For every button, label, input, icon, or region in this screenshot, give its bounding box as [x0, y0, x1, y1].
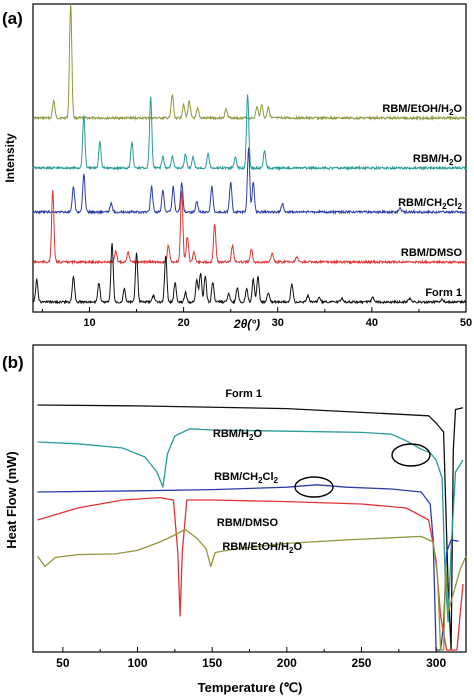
- dsc-curves: [36, 404, 467, 651]
- dsc-x-tick-label: 100: [128, 656, 148, 670]
- dsc-curve-3: [37, 496, 464, 651]
- xrd-curve-4: [32, 242, 467, 305]
- xrd-curve-2: [32, 147, 467, 215]
- xrd-curve-1: [32, 94, 467, 172]
- dsc-panel: (b) Form 1 RBM/H2O RBM/CH2Cl2 RBM/DMSO RBM/E…: [2, 344, 467, 695]
- xrd-series-label: RBM/CH2Cl2: [398, 197, 462, 211]
- annotation-ellipse-ch2cl2: [294, 476, 334, 498]
- dsc-x-tick-label: 50: [56, 656, 70, 670]
- xrd-series-label: Form 1: [425, 287, 462, 299]
- dsc-x-tick-label: 300: [426, 656, 446, 670]
- xrd-curve-3: [32, 189, 467, 265]
- dsc-series-labels: Form 1 RBM/H2O RBM/CH2Cl2 RBM/DMSO RBM/EtOH/…: [213, 388, 303, 555]
- dsc-x-tick-label: 200: [277, 656, 297, 670]
- dsc-curve-1: [37, 428, 464, 623]
- xrd-x-tick-label: 30: [272, 317, 284, 329]
- dsc-x-ticks: 50 100 150 200 250 300: [56, 647, 446, 670]
- dsc-curve-0: [37, 404, 464, 651]
- annotation-ellipse-h2o: [391, 443, 431, 467]
- panel-a-label: (a): [2, 9, 23, 28]
- dsc-x-axis-label: Temperature (℃): [198, 680, 303, 695]
- xrd-x-tick-label: 50: [460, 317, 472, 329]
- dsc-series-label: RBM/EtOH/H2O: [222, 541, 302, 555]
- xrd-y-axis-label: Intensity: [3, 133, 17, 183]
- dsc-series-label: RBM/DMSO: [217, 517, 279, 529]
- panel-b-label: (b): [2, 353, 24, 372]
- xrd-series-label: RBM/EtOH/H2O: [382, 103, 462, 117]
- xrd-panel: (a) RBM/EtOH/H2O RBM/H2O RBM/CH2Cl2 RBM/DMS…: [2, 3, 472, 331]
- xrd-series-label: RBM/H2O: [413, 153, 463, 167]
- xrd-curves: [32, 3, 467, 305]
- dsc-curve-2: [37, 484, 459, 651]
- xrd-x-tick-label: 10: [83, 317, 95, 329]
- dsc-series-label: RBM/CH2Cl2: [214, 471, 278, 485]
- xrd-x-ticks: 10 20 30 40 50: [41, 307, 472, 329]
- xrd-curve-0: [33, 3, 467, 122]
- xrd-plot-frame: [32, 3, 467, 313]
- xrd-series-label: RBM/DMSO: [401, 247, 463, 259]
- xrd-series-labels: RBM/EtOH/H2O RBM/H2O RBM/CH2Cl2 RBM/DMSO For…: [382, 103, 462, 299]
- dsc-curve-4: [36, 528, 467, 651]
- dsc-series-label: Form 1: [225, 388, 262, 400]
- xrd-x-axis-label: 2θ(°): [233, 317, 260, 331]
- xrd-x-tick-label: 40: [366, 317, 378, 329]
- xrd-x-tick-label: 20: [177, 317, 189, 329]
- dsc-x-tick-label: 150: [202, 656, 222, 670]
- dsc-series-label: RBM/H2O: [213, 428, 263, 442]
- dsc-y-axis-label: Heat Flow (mW): [4, 451, 19, 549]
- dsc-x-tick-label: 250: [351, 656, 371, 670]
